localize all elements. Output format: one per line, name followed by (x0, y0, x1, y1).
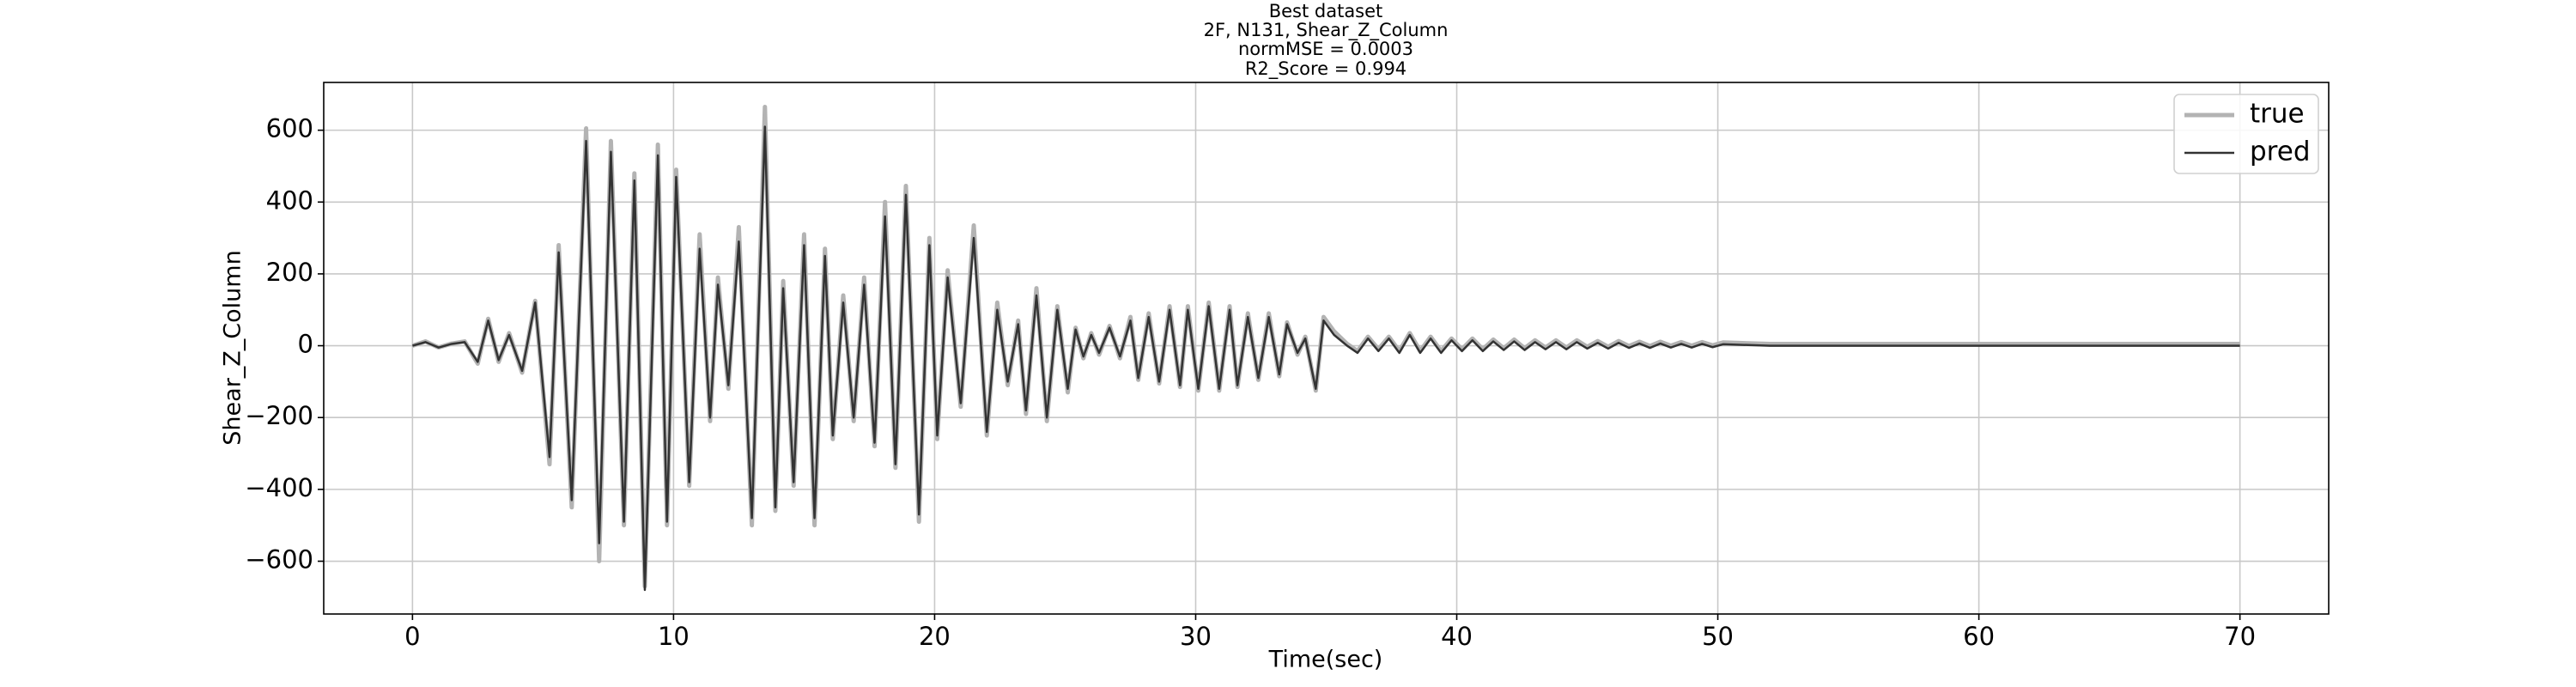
x-tick-label: 40 (1441, 622, 1473, 651)
y-tick-label: 600 (266, 114, 313, 143)
chart-title: Best dataset (1269, 1, 1383, 21)
plot-frame (323, 82, 2330, 615)
y-tick-label: 400 (266, 185, 313, 215)
x-tick-label: 60 (1963, 622, 1995, 651)
y-tick-label: −600 (245, 545, 313, 575)
x-tick-label: 30 (1180, 622, 1212, 651)
x-tick-label: 20 (919, 622, 951, 651)
chart-subtitle: normMSE = 0.0003 (1238, 39, 1413, 59)
x-tick-label: 50 (1702, 622, 1734, 651)
legend-label: pred (2250, 137, 2311, 167)
y-axis-label: Shear_Z_Column (220, 250, 246, 445)
x-tick-label: 70 (2224, 622, 2256, 651)
x-axis-label: Time(sec) (1268, 647, 1383, 673)
series-line (412, 125, 2240, 592)
y-tick-label: −200 (245, 401, 313, 430)
legend-label: true (2250, 99, 2305, 130)
x-tick-label: 0 (404, 622, 420, 651)
chart-subtitle: R2_Score = 0.994 (1245, 58, 1406, 80)
chart-subtitle: 2F, N131, Shear_Z_Column (1204, 20, 1449, 41)
y-tick-label: 200 (266, 258, 313, 287)
y-tick-label: 0 (298, 330, 313, 359)
x-tick-label: 10 (658, 622, 690, 651)
y-tick-label: −400 (245, 473, 313, 502)
